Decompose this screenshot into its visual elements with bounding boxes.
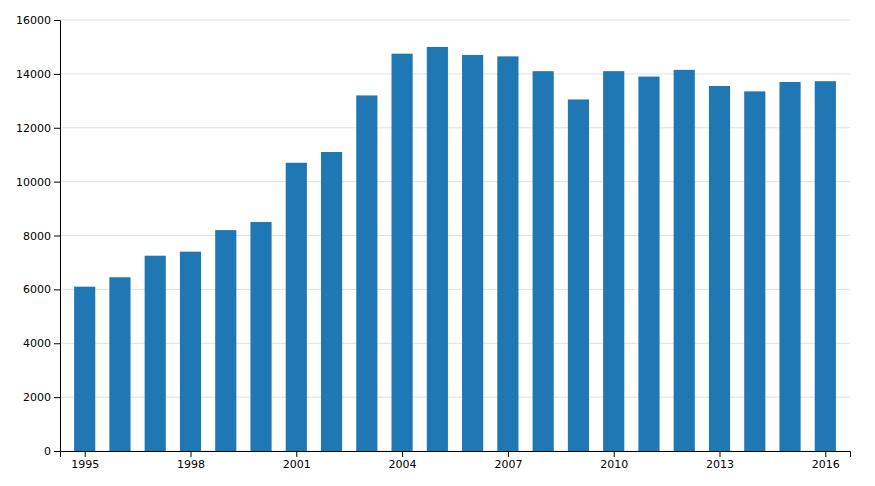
- grid-line: [60, 127, 850, 128]
- tick-mark: [54, 128, 60, 129]
- x-axis: 1995 1998 2001 2004 2007 2010 2013 2016: [61, 451, 851, 471]
- tick: 16000: [16, 14, 60, 27]
- bar: [215, 230, 236, 451]
- tick-label: 2004: [389, 458, 417, 471]
- tick-label: 2001: [283, 458, 311, 471]
- tick-label: 6000: [23, 283, 51, 296]
- bar: [180, 252, 201, 451]
- grid-line: [60, 343, 850, 344]
- grid: [60, 20, 850, 451]
- tick: 4000: [23, 337, 60, 350]
- tick: 2000: [23, 391, 60, 404]
- bar: [533, 71, 554, 451]
- tick: 2010: [600, 451, 628, 471]
- tick: 1995: [71, 451, 99, 471]
- tick: 12000: [16, 122, 60, 135]
- grid-line: [60, 73, 850, 74]
- bar: [779, 82, 800, 451]
- tick: 2004: [389, 451, 417, 471]
- tick-label: 2010: [600, 458, 628, 471]
- tick-mark: [508, 451, 509, 457]
- tick-label: 2007: [494, 458, 522, 471]
- tick: 2013: [706, 451, 734, 471]
- bar: [709, 86, 730, 451]
- tick-mark: [54, 20, 60, 21]
- tick-mark: [54, 182, 60, 183]
- tick: 14000: [16, 68, 60, 81]
- tick-mark: [720, 451, 721, 457]
- tick: 0: [44, 445, 60, 458]
- bar: [427, 47, 448, 451]
- grid-line: [60, 289, 850, 290]
- tick-label: 10000: [16, 176, 51, 189]
- tick-mark: [54, 236, 60, 237]
- tick-label: 2016: [812, 458, 840, 471]
- bar: [250, 222, 271, 451]
- tick-mark: [54, 451, 60, 452]
- tick: 1998: [177, 451, 205, 471]
- tick: 2001: [283, 451, 311, 471]
- axis-line: [54, 21, 61, 452]
- tick-label: 4000: [23, 337, 51, 350]
- bar: [392, 54, 413, 451]
- bar: [638, 77, 659, 451]
- tick-label: 8000: [23, 230, 51, 243]
- tick-mark: [614, 451, 615, 457]
- bar: [603, 71, 624, 451]
- tick-mark: [54, 289, 60, 290]
- bars: [74, 47, 836, 451]
- tick-mark: [825, 451, 826, 457]
- bar: [568, 99, 589, 451]
- tick-mark: [54, 74, 60, 75]
- tick-label: 0: [44, 445, 51, 458]
- grid-line: [60, 235, 850, 236]
- bar: [109, 277, 130, 451]
- tick-label: 1995: [71, 458, 99, 471]
- bar: [744, 91, 765, 451]
- chart: 1995 1998 2001 2004 2007 2010 2013 2016 0 2000 400…: [0, 0, 875, 486]
- bar: [356, 95, 377, 451]
- tick-mark: [85, 451, 86, 457]
- tick-label: 2000: [23, 391, 51, 404]
- tick-label: 2013: [706, 458, 734, 471]
- grid-line: [60, 181, 850, 182]
- tick-mark: [296, 451, 297, 457]
- bar: [321, 152, 342, 451]
- bar: [462, 55, 483, 451]
- tick-mark: [402, 451, 403, 457]
- grid-line: [60, 397, 850, 398]
- tick-mark: [190, 451, 191, 457]
- bar: [286, 163, 307, 451]
- bar: [674, 70, 695, 451]
- tick-mark: [54, 397, 60, 398]
- y-axis: 0 2000 4000 6000 8000 10000 12000 14000 16000: [16, 14, 61, 458]
- tick-mark: [54, 343, 60, 344]
- grid-line: [60, 20, 850, 21]
- bar: [497, 56, 518, 451]
- tick-label: 1998: [177, 458, 205, 471]
- tick-label: 14000: [16, 68, 51, 81]
- bar: [145, 256, 166, 451]
- tick-label: 12000: [16, 122, 51, 135]
- tick: 10000: [16, 176, 60, 189]
- tick: 2016: [812, 451, 840, 471]
- tick: 2007: [494, 451, 522, 471]
- bar: [74, 287, 95, 451]
- plot: 1995 1998 2001 2004 2007 2010 2013 2016 0 2000 400…: [16, 14, 851, 471]
- tick: 6000: [23, 283, 60, 296]
- bar: [815, 81, 836, 451]
- tick-label: 16000: [16, 14, 51, 27]
- axis-line: [61, 452, 851, 458]
- tick: 8000: [23, 230, 60, 243]
